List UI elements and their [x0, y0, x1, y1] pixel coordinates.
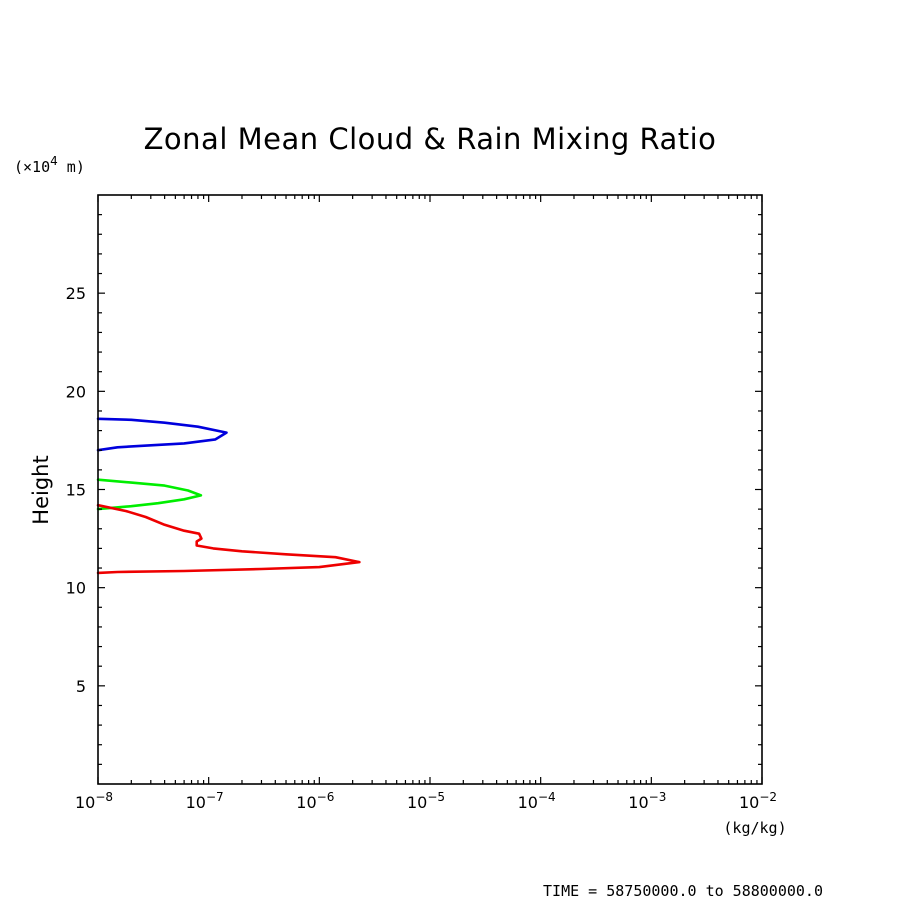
y-unit-label: (×104 m): [14, 154, 85, 176]
y-tick-label: 25: [66, 284, 86, 303]
tick-layer: 10−8 10−7 10−6 10−5 10−4 10−3 10−2 5 10 15 20 25: [66, 195, 777, 812]
time-range-text: TIME = 58750000.0 to 58800000.0: [543, 882, 823, 900]
y-tick-label: 20: [66, 382, 86, 401]
x-axis-label: (kg/kg): [723, 819, 786, 837]
x-tick-label: 10−6: [296, 790, 334, 812]
series-line-0: [96, 417, 228, 452]
series-layer: [96, 417, 361, 575]
series-line-1: [96, 478, 203, 511]
y-tick-label: 5: [76, 677, 86, 696]
x-tick-label: 10−2: [739, 790, 777, 812]
chart-title: Zonal Mean Cloud & Rain Mixing Ratio: [144, 122, 717, 156]
y-axis-label: Height: [29, 455, 53, 524]
y-tick-label: 10: [66, 579, 86, 598]
x-tick-label: 10−3: [628, 790, 666, 812]
series-line-2: [96, 503, 361, 575]
x-tick-label: 10−5: [407, 790, 445, 812]
x-tick-label: 10−8: [75, 790, 113, 812]
y-tick-label: 15: [66, 481, 86, 500]
plot-frame: [97, 194, 763, 785]
x-tick-label: 10−4: [518, 790, 556, 812]
x-tick-label: 10−7: [186, 790, 224, 812]
